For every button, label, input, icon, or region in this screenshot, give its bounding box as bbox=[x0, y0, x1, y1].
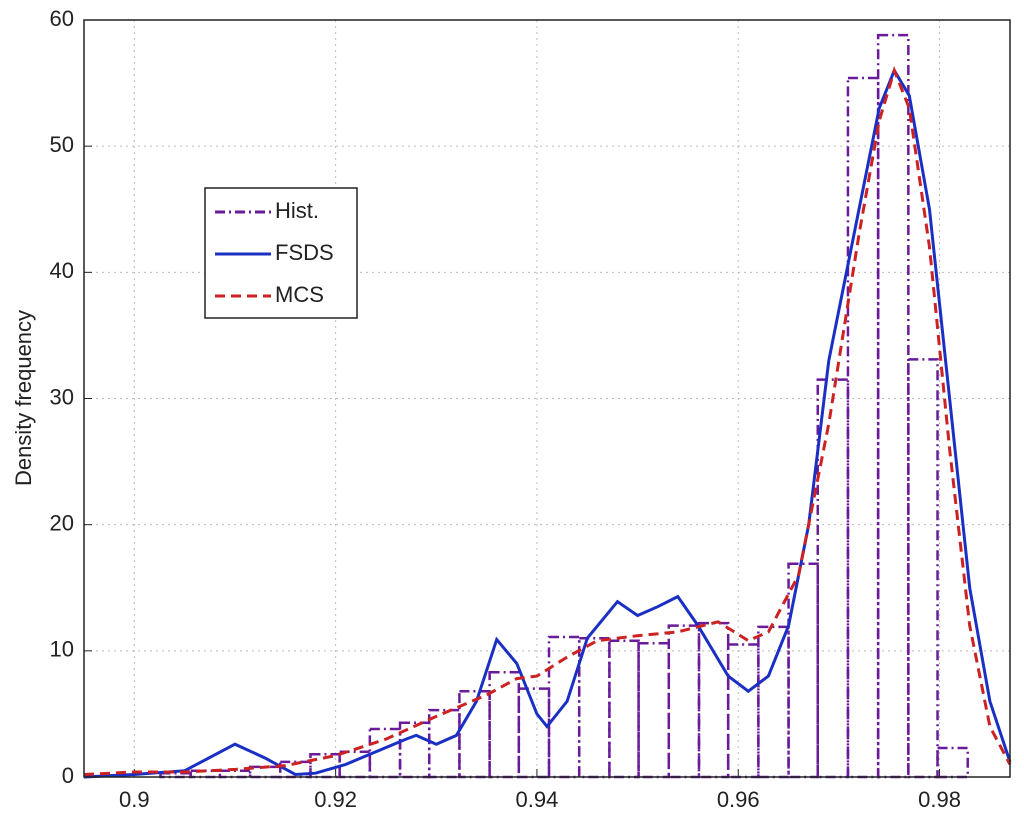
histogram-bar bbox=[398, 721, 431, 779]
x-tick-label: 0.96 bbox=[717, 787, 760, 812]
y-tick-label: 50 bbox=[50, 132, 74, 157]
line-series bbox=[83, 67, 1012, 779]
x-tick-label: 0.9 bbox=[119, 787, 150, 812]
histogram-bar bbox=[726, 643, 760, 779]
y-tick-label: 40 bbox=[50, 258, 74, 283]
legend-label: Hist. bbox=[275, 198, 319, 223]
x-tick-label: 0.94 bbox=[516, 787, 559, 812]
y-tick-label: 10 bbox=[50, 637, 74, 662]
histogram-bar bbox=[427, 708, 461, 779]
x-tick-label: 0.92 bbox=[314, 787, 357, 812]
y-tick-label: 0 bbox=[62, 763, 74, 788]
histogram-bar bbox=[637, 642, 671, 779]
histogram-bar bbox=[368, 727, 402, 779]
y-tick-label: 60 bbox=[50, 6, 74, 31]
x-tick-label: 0.98 bbox=[918, 787, 961, 812]
histogram-bar bbox=[458, 689, 491, 779]
legend-label: FSDS bbox=[275, 240, 334, 265]
legend-label: MCS bbox=[275, 282, 324, 307]
y-tick-label: 30 bbox=[50, 384, 74, 409]
y-tick-label: 20 bbox=[50, 510, 74, 535]
y-axis-label: Density frequency bbox=[11, 310, 36, 486]
axes-frame bbox=[83, 19, 1011, 778]
